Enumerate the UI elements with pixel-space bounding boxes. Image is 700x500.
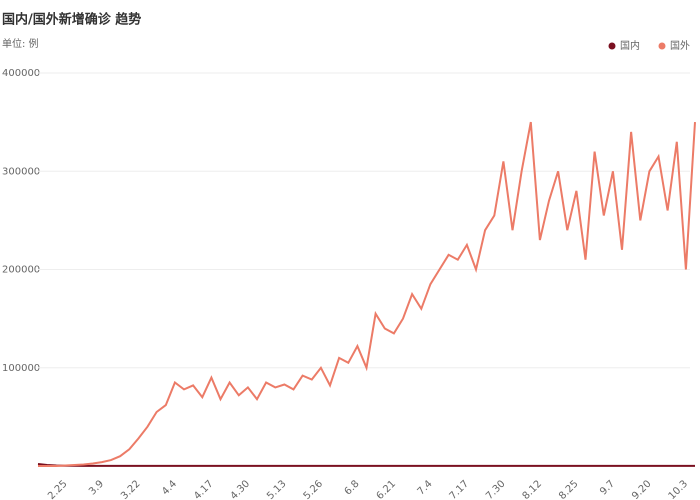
y-tick-label: 100000 [2,363,40,374]
y-tick-label: 200000 [2,265,40,276]
x-tick-label: 8.12 [521,478,545,500]
x-tick-label: 8.25 [557,478,581,500]
series-line [38,121,696,467]
x-tick-label: 6.21 [375,478,399,500]
chart-subtitle: 单位: 例 [2,37,39,50]
x-tick-label: 2.25 [46,478,70,500]
legend-label: 国外 [670,40,690,52]
x-tick-label: 7.30 [484,478,508,500]
x-tick-label: 3.22 [119,478,143,500]
legend-marker [608,42,616,50]
x-tick-label: 5.26 [302,478,326,500]
x-tick-label: 4.4 [160,478,179,497]
x-tick-label: 5.13 [265,478,289,500]
legend-label: 国内 [620,39,640,52]
y-tick-label: 400000 [2,68,40,79]
x-tick-label: 10.3 [667,478,691,500]
x-tick-label: 7.4 [416,478,435,497]
x-tick-label: 4.30 [229,478,253,500]
series-line [37,463,695,467]
x-tick-label: 4.17 [192,478,216,500]
x-tick-label: 3.9 [87,478,106,497]
chart-title: 国内/国外新增确诊 趋势 [2,12,141,28]
legend-marker [658,42,666,50]
x-tick-label: 6.8 [343,478,362,497]
x-tick-label: 7.17 [448,478,472,500]
x-tick-label: 9.7 [598,478,617,497]
x-tick-label: 9.20 [630,478,654,500]
y-tick-label: 300000 [2,166,40,177]
